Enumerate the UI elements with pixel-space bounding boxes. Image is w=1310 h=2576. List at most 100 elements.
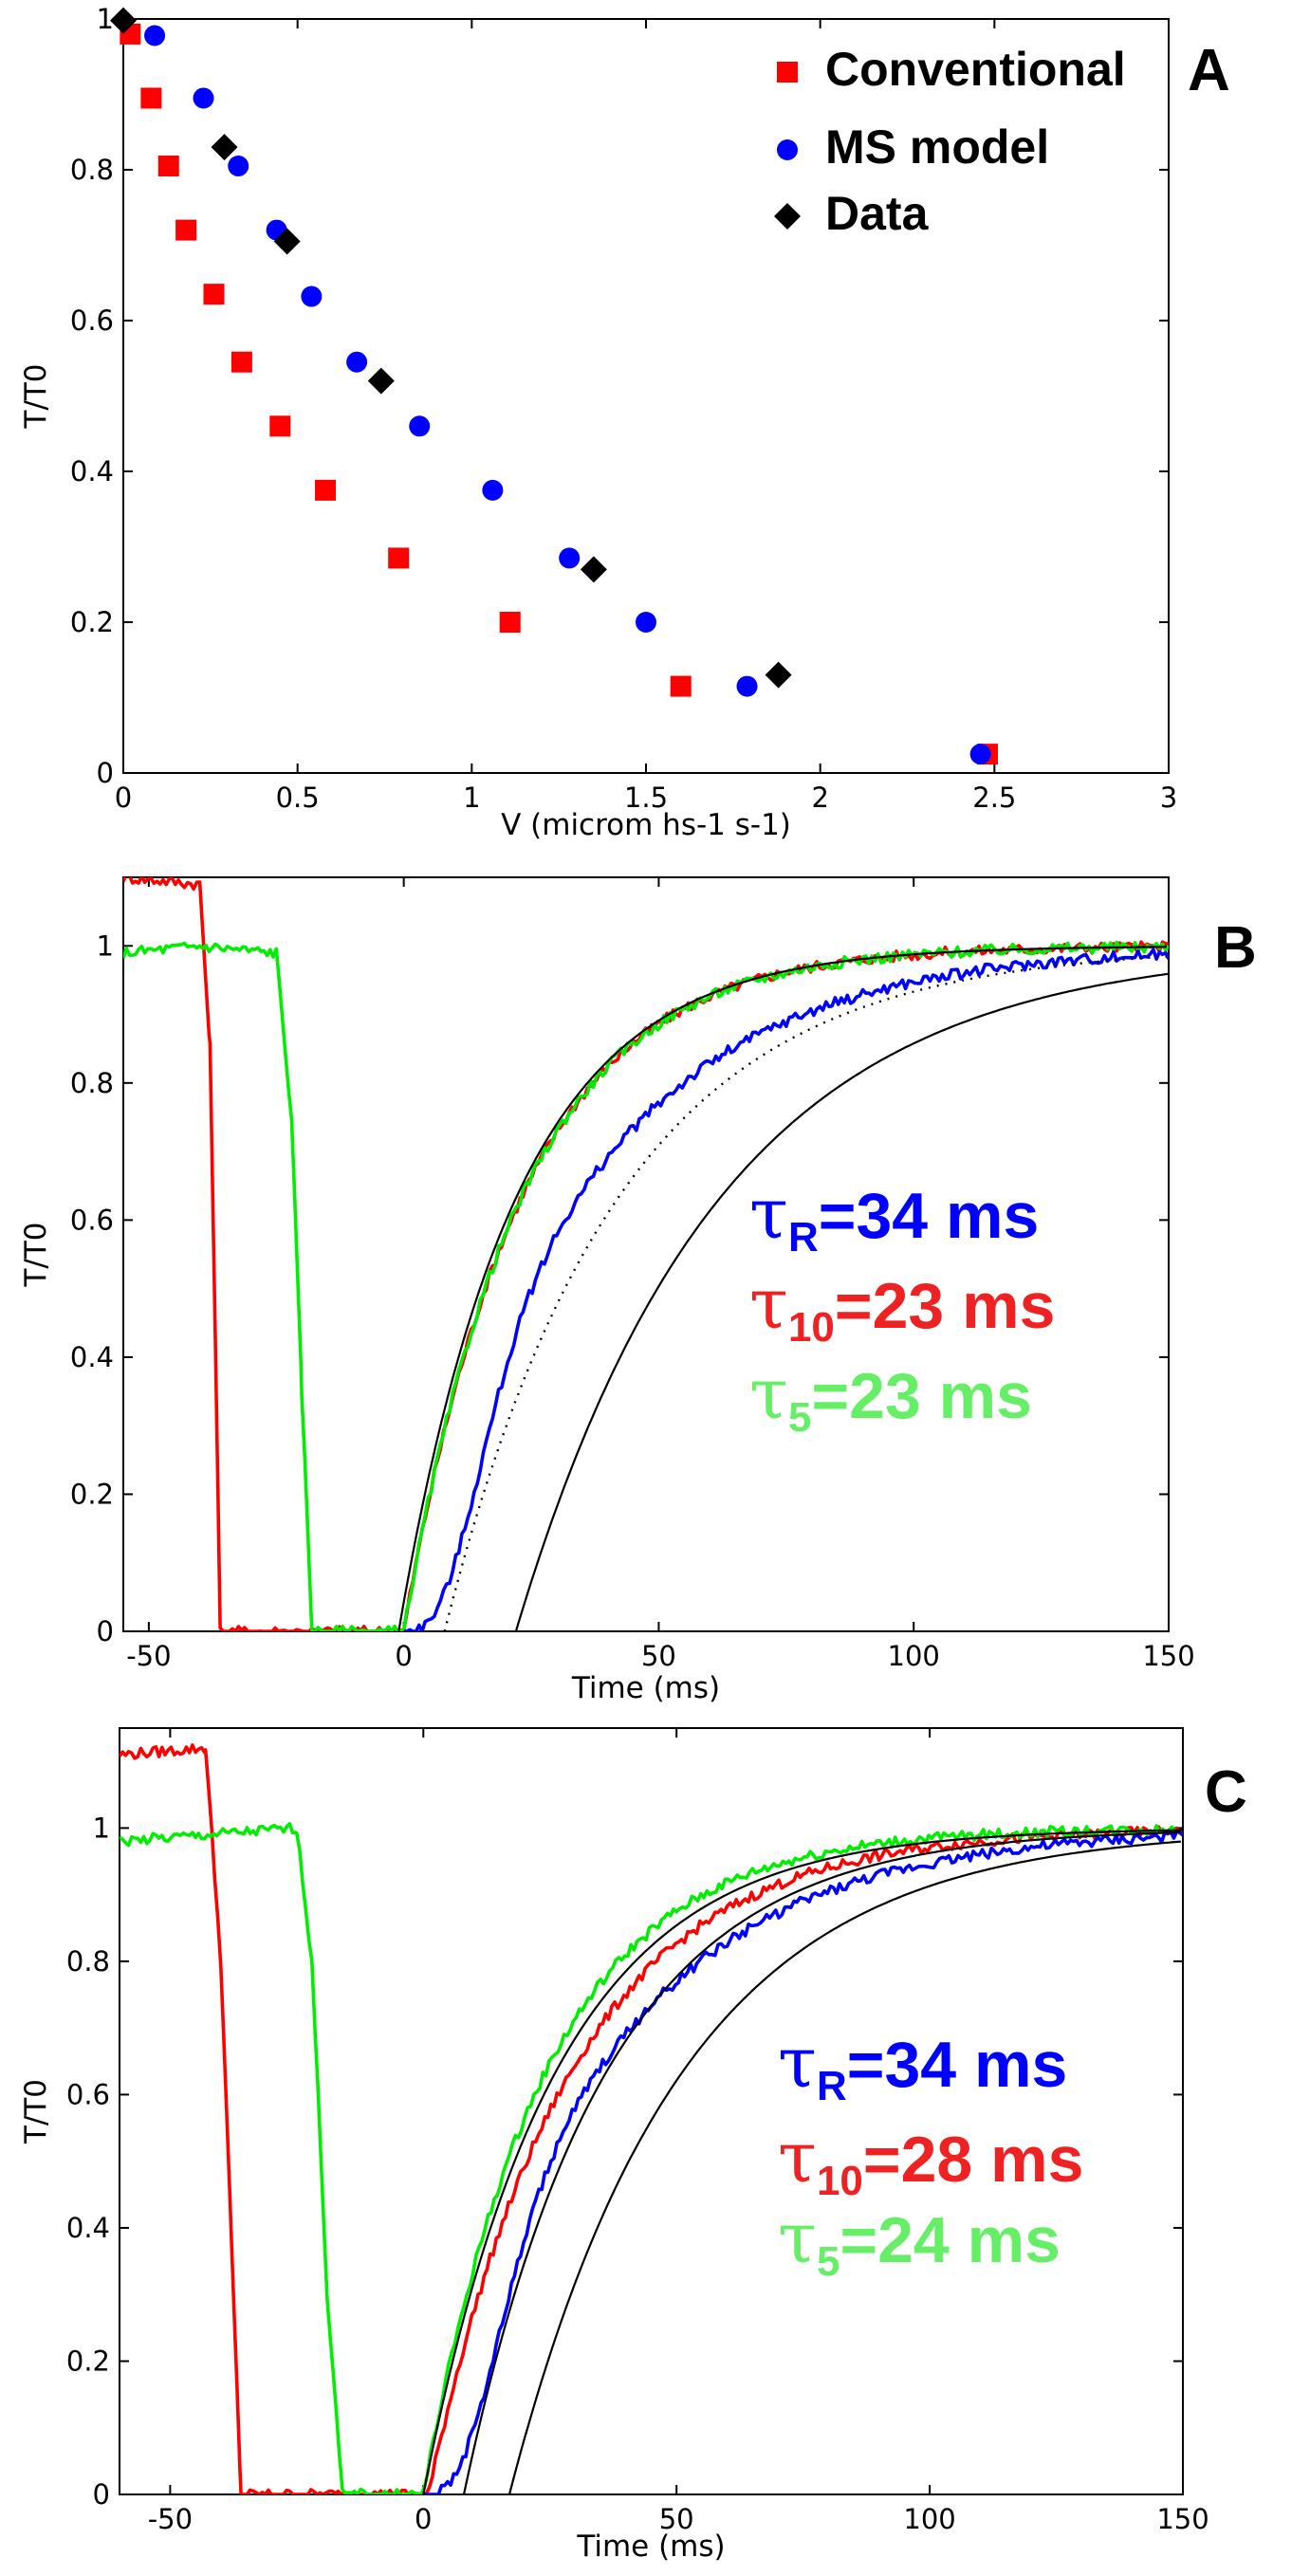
conventional-point xyxy=(231,351,252,373)
y-tick-label: 0.4 xyxy=(70,455,114,488)
x-tick-label: 150 xyxy=(1142,1640,1194,1672)
tau-subscript: R xyxy=(817,2063,847,2109)
conventional-point xyxy=(175,219,197,241)
y-tick-label: 0.2 xyxy=(70,1478,114,1510)
plot-area xyxy=(123,877,1169,1631)
y-tick-label: 1 xyxy=(93,1812,110,1844)
tau-annotation: τ5=24 ms xyxy=(778,2198,1061,2285)
conventional-point xyxy=(269,415,291,437)
panel-b: -50 0 50 100 150 0 0.2 0.4 0.6 0.8 1 Time (ms) T/T0 B… xyxy=(19,876,1257,1705)
legend-label: MS model xyxy=(825,120,1049,174)
fit-1-line xyxy=(422,1829,1183,2494)
data-point xyxy=(367,367,395,395)
y-tick-label: 1 xyxy=(97,3,114,35)
tau-subscript: 10 xyxy=(788,1304,835,1351)
legend-marker-ms-model xyxy=(777,139,798,160)
conventional-point xyxy=(388,547,410,569)
y-tick-label: 1 xyxy=(97,929,114,962)
ms-model-point xyxy=(482,479,504,501)
conventional-point xyxy=(203,284,225,305)
ms-model-point xyxy=(636,612,656,633)
tau-symbol: τ xyxy=(749,1263,788,1345)
y-tick-label: 0 xyxy=(97,1615,114,1647)
fit-3-line xyxy=(507,1840,1182,2494)
ms-model-point xyxy=(346,351,368,373)
panel-letter: B xyxy=(1214,915,1257,981)
ms-model-point xyxy=(144,25,166,46)
ms-model-point xyxy=(559,547,581,569)
y-tick-label: 0.6 xyxy=(70,1204,114,1236)
x-tick-label: 50 xyxy=(659,2503,694,2535)
x-tick-label: 3 xyxy=(1160,782,1177,814)
y-tick-label: 0 xyxy=(97,757,114,789)
ms-model-point xyxy=(193,87,214,109)
panel-a: 0 0.5 1 1.5 2 2.5 3 0 0.2 0.4 0.6 0.8 1 V (microm hs-… xyxy=(19,3,1230,842)
tau-subscript: 5 xyxy=(817,2238,840,2285)
x-tick-label: 0 xyxy=(415,2503,432,2535)
fit-3-line xyxy=(443,955,1167,1631)
tau-value: =23 ms xyxy=(811,1360,1032,1432)
legend-marker-data xyxy=(774,203,801,230)
data-point xyxy=(765,661,792,689)
x-tick-label: 100 xyxy=(903,2503,955,2535)
fit-1-line xyxy=(397,946,1167,1631)
y-axis-label: T/T0 xyxy=(19,1222,53,1287)
y-axis-label: T/T0 xyxy=(19,363,53,429)
y-tick-label: 0.4 xyxy=(70,1341,114,1373)
x-tick-label: 1.5 xyxy=(624,782,668,814)
x-axis-label: Time (ms) xyxy=(571,1671,720,1705)
conventional-point xyxy=(499,612,521,633)
x-tick-label: 100 xyxy=(888,1640,940,1672)
tau-symbol: τ xyxy=(749,1353,788,1435)
ms-model-point xyxy=(736,675,758,697)
tau-symbol: τ xyxy=(778,2198,817,2279)
x-tick-label: 0 xyxy=(395,1640,412,1672)
panel-letter: A xyxy=(1188,38,1230,103)
tau-symbol: τ xyxy=(778,2022,817,2104)
tau-symbol: τ xyxy=(749,1173,788,1255)
tau-annotation: τR=34 ms xyxy=(749,1173,1039,1260)
x-tick-label: 0 xyxy=(115,782,132,814)
data-point xyxy=(211,134,238,161)
y-tick-label: 0 xyxy=(93,2478,110,2511)
y-tick-label: 0.2 xyxy=(66,2345,110,2377)
tau-symbol: τ xyxy=(778,2117,817,2199)
tau-subscript: R xyxy=(788,1214,819,1260)
x-tick-label: -50 xyxy=(148,2503,193,2535)
y-tick-label: 0.4 xyxy=(66,2212,110,2244)
legend-marker-conventional xyxy=(777,62,798,83)
data-point xyxy=(580,556,607,583)
conventional-point xyxy=(140,87,162,109)
tau-annotation: τ10=28 ms xyxy=(778,2117,1083,2204)
x-axis-label: Time (ms) xyxy=(576,2530,725,2564)
data-point xyxy=(110,7,137,34)
ms-model-point xyxy=(301,285,323,307)
x-axis-label: V (microm hs-1 s-1) xyxy=(501,808,791,842)
x-tick-label: 0.5 xyxy=(276,782,320,814)
y-tick-label: 0.6 xyxy=(66,2078,110,2110)
plot-frame xyxy=(122,876,1170,1632)
conventional-point xyxy=(670,675,692,697)
x-tick-label: 150 xyxy=(1156,2503,1209,2535)
plot-frame xyxy=(119,1727,1184,2495)
ms-model-point xyxy=(409,415,431,437)
blue-trace-line xyxy=(403,948,1169,1631)
x-tick-label: 2.5 xyxy=(972,782,1016,814)
fit-2-line xyxy=(462,1831,1181,2494)
tau-subscript: 5 xyxy=(788,1394,811,1441)
blue-trace-line xyxy=(423,1830,1183,2494)
x-tick-label: 50 xyxy=(641,1640,676,1672)
x-tick-label: -50 xyxy=(126,1640,171,1672)
legend-label: Data xyxy=(825,187,930,240)
green-trace-line xyxy=(123,940,1169,1631)
y-tick-label: 0.2 xyxy=(70,606,114,638)
fit-2-line xyxy=(514,972,1169,1631)
tau-value: =34 ms xyxy=(847,2029,1068,2101)
tau-value: =24 ms xyxy=(840,2204,1061,2276)
tau-annotation: τ5=23 ms xyxy=(749,1353,1032,1441)
conventional-point xyxy=(157,156,179,177)
tau-value: =34 ms xyxy=(819,1180,1040,1252)
ms-model-point xyxy=(969,744,991,765)
tau-subscript: 10 xyxy=(817,2158,863,2204)
